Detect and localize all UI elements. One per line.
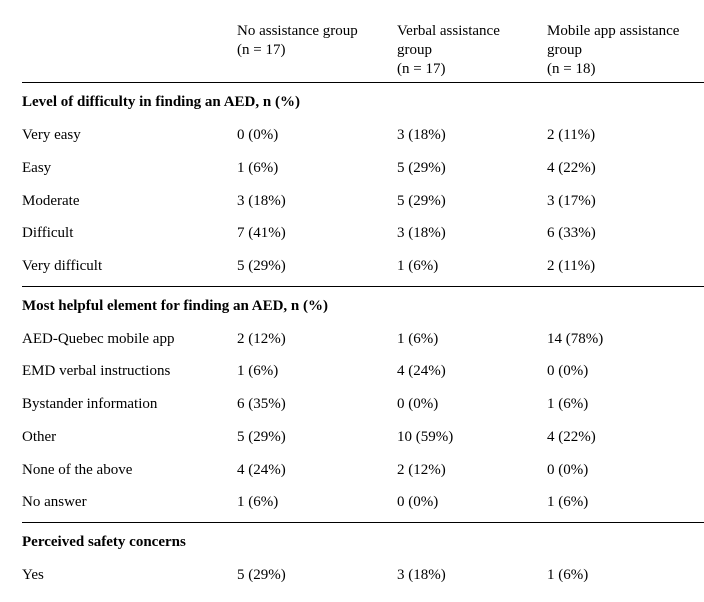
cell-c3: 0 (0%) xyxy=(547,355,704,388)
cell-c3: 1 (6%) xyxy=(547,559,704,592)
cell-c1: 6 (35%) xyxy=(237,388,397,421)
cell-c3: 4 (22%) xyxy=(547,152,704,185)
header-col-1: No assistance group (n = 17) xyxy=(237,18,397,83)
header-col-1-line1: No assistance group xyxy=(237,22,391,41)
section-title: Most helpful element for finding an AED,… xyxy=(22,286,704,322)
cell-c2: 3 (18%) xyxy=(397,119,547,152)
table-row: Yes5 (29%)3 (18%)1 (6%) xyxy=(22,559,704,592)
cell-c1: 4 (24%) xyxy=(237,454,397,487)
row-label: Easy xyxy=(22,152,237,185)
cell-c3: 4 (22%) xyxy=(547,421,704,454)
row-label: Other xyxy=(22,421,237,454)
cell-c2: 5 (29%) xyxy=(397,152,547,185)
table-row: Very easy0 (0%)3 (18%)2 (11%) xyxy=(22,119,704,152)
table-row: AED-Quebec mobile app2 (12%)1 (6%)14 (78… xyxy=(22,323,704,356)
table-row: None of the above4 (24%)2 (12%)0 (0%) xyxy=(22,454,704,487)
cell-c1: 5 (29%) xyxy=(237,250,397,286)
section-title: Level of difficulty in finding an AED, n… xyxy=(22,83,704,119)
header-col-2-line1: Verbal assistance xyxy=(397,22,541,41)
cell-c2: 3 (18%) xyxy=(397,559,547,592)
cell-c2: 10 (59%) xyxy=(397,421,547,454)
cell-c2: 1 (6%) xyxy=(397,323,547,356)
section-header: Most helpful element for finding an AED,… xyxy=(22,286,704,322)
cell-c1: 1 (6%) xyxy=(237,486,397,522)
table-row: Other5 (29%)10 (59%)4 (22%) xyxy=(22,421,704,454)
header-col-2-line2: group xyxy=(397,41,541,60)
header-col-3-line1: Mobile app assistance xyxy=(547,22,704,41)
cell-c3: 2 (11%) xyxy=(547,250,704,286)
cell-c1: 5 (29%) xyxy=(237,421,397,454)
section-header: Perceived safety concerns xyxy=(22,523,704,559)
header-col-1-line2: (n = 17) xyxy=(237,41,391,60)
table-row: No answer1 (6%)0 (0%)1 (6%) xyxy=(22,486,704,522)
section-title: Perceived safety concerns xyxy=(22,523,704,559)
header-col-3-line3: (n = 18) xyxy=(547,60,704,79)
cell-c1: 5 (29%) xyxy=(237,559,397,592)
cell-c1: 0 (0%) xyxy=(237,119,397,152)
cell-c2: 0 (0%) xyxy=(397,388,547,421)
cell-c3: 0 (0%) xyxy=(547,454,704,487)
row-label: Moderate xyxy=(22,185,237,218)
table-body: Level of difficulty in finding an AED, n… xyxy=(22,83,704,592)
header-col-2: Verbal assistance group (n = 17) xyxy=(397,18,547,83)
table-row: Bystander information6 (35%)0 (0%)1 (6%) xyxy=(22,388,704,421)
cell-c2: 2 (12%) xyxy=(397,454,547,487)
cell-c1: 7 (41%) xyxy=(237,217,397,250)
cell-c3: 1 (6%) xyxy=(547,486,704,522)
cell-c3: 3 (17%) xyxy=(547,185,704,218)
cell-c2: 4 (24%) xyxy=(397,355,547,388)
header-blank xyxy=(22,18,237,83)
row-label: EMD verbal instructions xyxy=(22,355,237,388)
row-label: No answer xyxy=(22,486,237,522)
page: No assistance group (n = 17) Verbal assi… xyxy=(0,0,704,602)
row-label: Very easy xyxy=(22,119,237,152)
cell-c2: 1 (6%) xyxy=(397,250,547,286)
table-row: Very difficult5 (29%)1 (6%)2 (11%) xyxy=(22,250,704,286)
cell-c3: 1 (6%) xyxy=(547,388,704,421)
cell-c3: 6 (33%) xyxy=(547,217,704,250)
row-label: Very difficult xyxy=(22,250,237,286)
table-row: Easy1 (6%)5 (29%)4 (22%) xyxy=(22,152,704,185)
cell-c3: 14 (78%) xyxy=(547,323,704,356)
cell-c2: 5 (29%) xyxy=(397,185,547,218)
table-row: Moderate3 (18%)5 (29%)3 (17%) xyxy=(22,185,704,218)
header-col-2-line3: (n = 17) xyxy=(397,60,541,79)
header-col-3-line2: group xyxy=(547,41,704,60)
cell-c3: 2 (11%) xyxy=(547,119,704,152)
row-label: Difficult xyxy=(22,217,237,250)
row-label: None of the above xyxy=(22,454,237,487)
cell-c2: 3 (18%) xyxy=(397,217,547,250)
header-row: No assistance group (n = 17) Verbal assi… xyxy=(22,18,704,83)
row-label: AED-Quebec mobile app xyxy=(22,323,237,356)
header-col-3: Mobile app assistance group (n = 18) xyxy=(547,18,704,83)
cell-c2: 0 (0%) xyxy=(397,486,547,522)
row-label: Bystander information xyxy=(22,388,237,421)
cell-c1: 1 (6%) xyxy=(237,152,397,185)
section-header: Level of difficulty in finding an AED, n… xyxy=(22,83,704,119)
row-label: Yes xyxy=(22,559,237,592)
table-row: EMD verbal instructions1 (6%)4 (24%)0 (0… xyxy=(22,355,704,388)
data-table: No assistance group (n = 17) Verbal assi… xyxy=(22,18,704,592)
cell-c1: 2 (12%) xyxy=(237,323,397,356)
cell-c1: 1 (6%) xyxy=(237,355,397,388)
table-row: Difficult7 (41%)3 (18%)6 (33%) xyxy=(22,217,704,250)
cell-c1: 3 (18%) xyxy=(237,185,397,218)
